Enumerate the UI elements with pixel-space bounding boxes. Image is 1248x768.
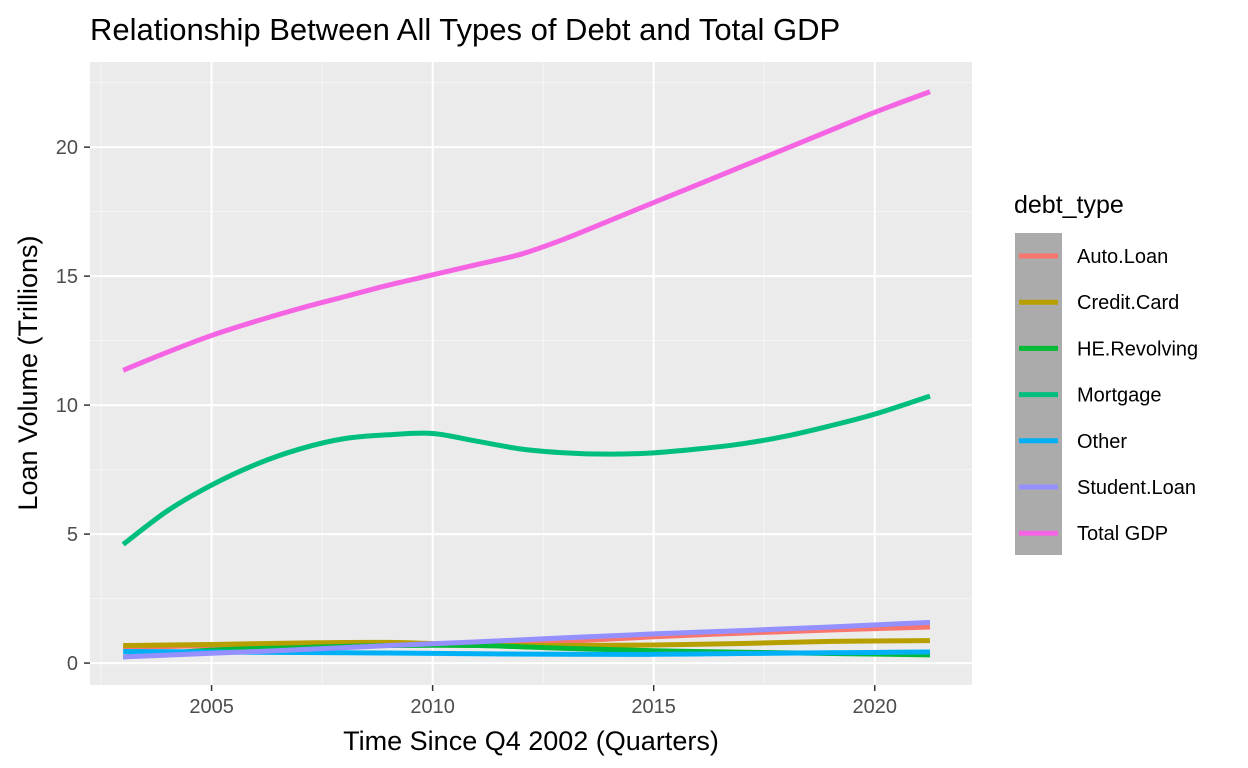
legend-label-auto-loan: Auto.Loan [1077, 246, 1168, 268]
x-axis-title: Time Since Q4 2002 (Quarters) [343, 726, 719, 756]
legend-label-other: Other [1077, 431, 1127, 453]
series-line-student-loan [123, 619, 931, 660]
y-tick-label: 10 [56, 395, 78, 417]
series-line-total-gdp [122, 89, 931, 373]
grid-major [90, 62, 972, 685]
legend-label-credit-card: Credit.Card [1077, 292, 1179, 314]
legend-label-student-loan: Student.Loan [1077, 477, 1196, 499]
legend: debt_type Auto.Loan Credit.Card HE.Revolvi… [1014, 191, 1198, 555]
x-tick-label: 2010 [410, 696, 455, 718]
chart-title: Relationship Between All Types of Debt a… [90, 12, 840, 47]
x-tick-label: 2020 [852, 696, 897, 718]
legend-label-total-gdp: Total GDP [1077, 523, 1168, 545]
x-tick-label: 2005 [189, 696, 234, 718]
legend-label-mortgage: Mortgage [1077, 385, 1162, 407]
y-axis-title: Loan Volume (Trillions) [13, 235, 43, 510]
y-tick-label: 15 [56, 266, 78, 288]
y-tick-label: 0 [67, 653, 78, 675]
series-line-mortgage [121, 393, 931, 547]
y-tick-label: 20 [56, 137, 78, 159]
legend-items: Auto.Loan Credit.Card HE.Revolving Mortgage… [1019, 246, 1198, 545]
plot-panel [90, 62, 972, 685]
grid-minor [90, 62, 972, 685]
axis-ticks: 2005 2010 2015 2020 0 5 10 15 20 [56, 137, 897, 718]
legend-label-he-revolving: HE.Revolving [1077, 338, 1198, 360]
x-tick-label: 2015 [631, 696, 676, 718]
y-tick-label: 5 [67, 524, 78, 546]
legend-title: debt_type [1014, 191, 1124, 219]
series-layer [121, 89, 931, 660]
